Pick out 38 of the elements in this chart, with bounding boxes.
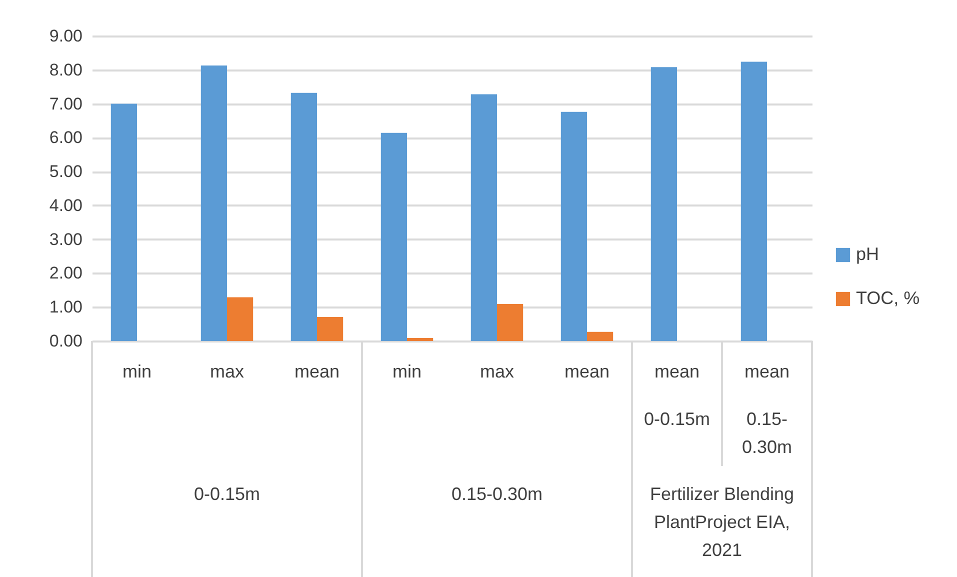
bar [317,316,344,341]
bar [290,92,317,341]
bar [650,67,677,341]
y-tick-label: 5.00 [49,162,82,182]
text: 0-0.15m [194,484,260,504]
bar [560,112,587,341]
y-tick-label: 7.00 [49,94,82,114]
x-tick-label: mean [564,362,610,382]
y-tick-label: 3.00 [49,230,82,249]
y-tick-label: 6.00 [49,128,82,148]
legend-label: pH [856,244,880,264]
text: 0.15-0.30m [451,484,543,504]
y-tick-label: 0.00 [49,332,82,350]
bar [200,65,227,341]
y-tick-label: 4.00 [49,196,82,215]
bar [587,332,614,341]
legend-label: TOC, % [856,288,920,308]
x-tick-label: min [392,362,422,382]
text: Fertilizer Blending PlantProject EIA, 2021 [650,484,794,560]
x-tick-label: max [210,362,244,382]
text: 0.15-0.30m [742,409,792,457]
bar [740,62,767,341]
x-tick-label: mean [744,362,790,382]
x-tick-label: mean [294,362,340,382]
y-tick-label: 8.00 [49,60,82,80]
y-tick-label: 1.00 [49,298,82,317]
bar [497,304,524,341]
x-tick-label: max [480,362,514,382]
x-tick-label: mean [654,362,700,382]
x-tick-label: min [122,362,152,382]
bar [110,104,137,341]
y-tick-label: 2.00 [49,264,82,283]
y-tick-label: 9.00 [49,26,82,46]
bar [380,132,407,341]
bar [407,338,434,341]
bar [227,297,254,341]
bar [470,94,497,341]
text: 0-0.15m [644,409,710,429]
